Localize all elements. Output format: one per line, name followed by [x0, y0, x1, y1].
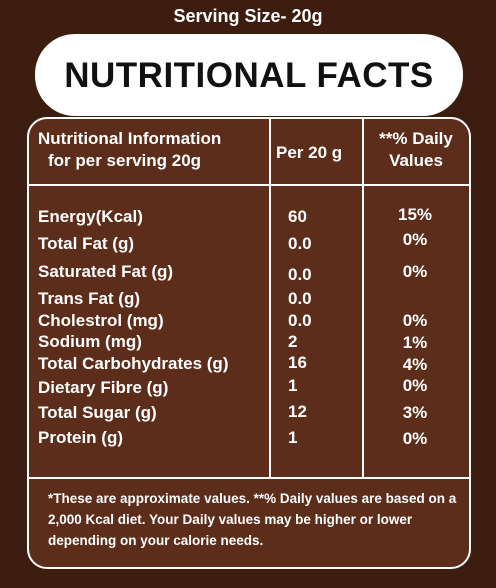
title-banner: NUTRITIONAL FACTS: [35, 34, 463, 116]
row-value: 1: [288, 428, 298, 447]
column-divider-2: [362, 117, 364, 478]
row-value: 0.0: [288, 289, 312, 308]
row-daily-value: 0%: [402, 429, 428, 448]
row-label: Energy(Kcal): [38, 207, 143, 226]
row-label: Total Sugar (g): [38, 403, 157, 422]
row-value: 0.0: [288, 234, 312, 253]
serving-size: Serving Size- 20g: [173, 6, 323, 26]
row-daily-value: 4%: [402, 355, 428, 374]
footnote: *These are approximate values. **% Daily…: [48, 491, 457, 548]
row-daily-value: 0%: [402, 262, 428, 281]
header-divider: [27, 184, 471, 186]
row-value: 12: [288, 402, 307, 421]
row-label: Cholestrol (mg): [38, 311, 164, 330]
header-info: Nutritional Information for per serving …: [38, 128, 221, 172]
row-label: Saturated Fat (g): [38, 262, 174, 281]
row-value: 1: [288, 376, 298, 395]
nutrition-table: [27, 117, 471, 569]
row-label: Total Fat (g): [38, 234, 134, 253]
row-label: Sodium (mg): [38, 332, 142, 351]
row-daily-value: 0%: [402, 230, 428, 249]
row-daily-value: 15%: [397, 205, 433, 224]
row-label: Total Carbohydrates (g): [38, 354, 229, 373]
row-label: Protein (g): [38, 428, 123, 447]
row-daily-value: 0%: [402, 311, 428, 330]
footer-divider: [27, 477, 471, 479]
header-per-serving: Per 20 g: [276, 143, 343, 162]
row-daily-value: 0%: [402, 376, 428, 395]
row-label: Trans Fat (g): [38, 289, 141, 308]
header-info-line2: for per serving 20g: [48, 151, 202, 170]
header-dv-line1: **% Daily: [379, 129, 453, 148]
row-value: 2: [288, 332, 298, 351]
row-value: 0.0: [288, 311, 312, 330]
row-value: 16: [288, 353, 307, 372]
header-info-line1: Nutritional Information: [38, 129, 222, 148]
header-daily-values: **% Daily Values: [366, 128, 466, 172]
page-title: NUTRITIONAL FACTS: [64, 56, 434, 95]
row-label: Dietary Fibre (g): [38, 378, 169, 397]
row-daily-value: 3%: [402, 403, 428, 422]
header-dv-line2: Values: [389, 151, 443, 170]
row-daily-value: 1%: [402, 333, 428, 352]
row-value: 60: [288, 207, 307, 226]
row-value: 0.0: [288, 265, 312, 284]
column-divider-1: [269, 117, 271, 478]
